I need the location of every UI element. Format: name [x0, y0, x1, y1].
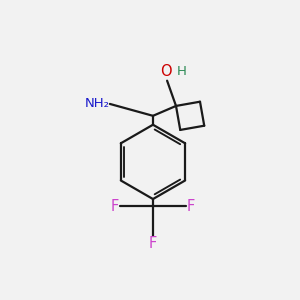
Text: F: F: [187, 199, 195, 214]
Text: F: F: [149, 236, 157, 251]
Text: F: F: [111, 199, 119, 214]
Text: H: H: [177, 65, 187, 78]
Text: NH₂: NH₂: [85, 98, 110, 110]
Text: O: O: [160, 64, 171, 79]
